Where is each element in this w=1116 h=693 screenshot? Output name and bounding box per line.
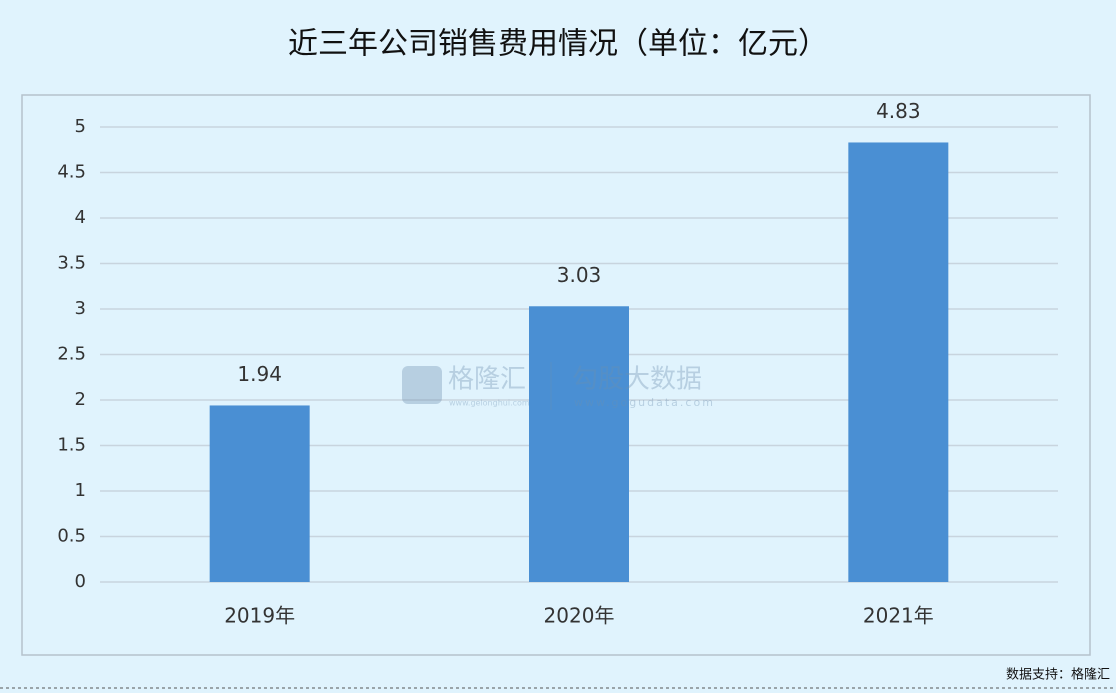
watermark: 格隆汇 www.gelonghui.com 勾股大数据 www.gogudata… [402, 362, 715, 410]
watermark-logo [402, 366, 442, 404]
x-tick-label: 2020年 [544, 604, 615, 628]
value-label: 3.03 [557, 263, 602, 287]
y-tick-label: 2 [75, 389, 86, 410]
chart-title: 近三年公司销售费用情况（单位：亿元） [288, 27, 828, 62]
source-note: 数据支持：格隆汇 [1006, 667, 1110, 683]
y-tick-label: 0.5 [57, 526, 86, 547]
watermark-url: www.gogudata.com [574, 396, 715, 409]
y-tick-label: 2.5 [57, 344, 86, 365]
y-tick-label: 3 [75, 298, 86, 319]
x-tick-label: 2021年 [863, 604, 934, 628]
x-tick-label: 2019年 [224, 604, 295, 628]
y-tick-label: 5 [75, 116, 86, 137]
bar [529, 306, 629, 582]
bar [209, 405, 310, 582]
y-tick-label: 4.5 [57, 162, 86, 183]
y-tick-label: 0 [75, 571, 86, 592]
watermark-text: 勾股大数据 [572, 365, 702, 395]
bar [848, 142, 949, 582]
value-label: 1.94 [237, 362, 282, 386]
y-tick-label: 3.5 [57, 253, 86, 274]
watermark-url: www.gelonghui.com [449, 399, 530, 408]
plot-frame [21, 94, 1091, 656]
value-label: 4.83 [876, 99, 921, 123]
watermark-text: 格隆汇 [448, 365, 526, 395]
y-tick-label: 4 [75, 207, 86, 228]
y-tick-label: 1 [75, 480, 86, 501]
y-tick-label: 1.5 [57, 435, 86, 456]
